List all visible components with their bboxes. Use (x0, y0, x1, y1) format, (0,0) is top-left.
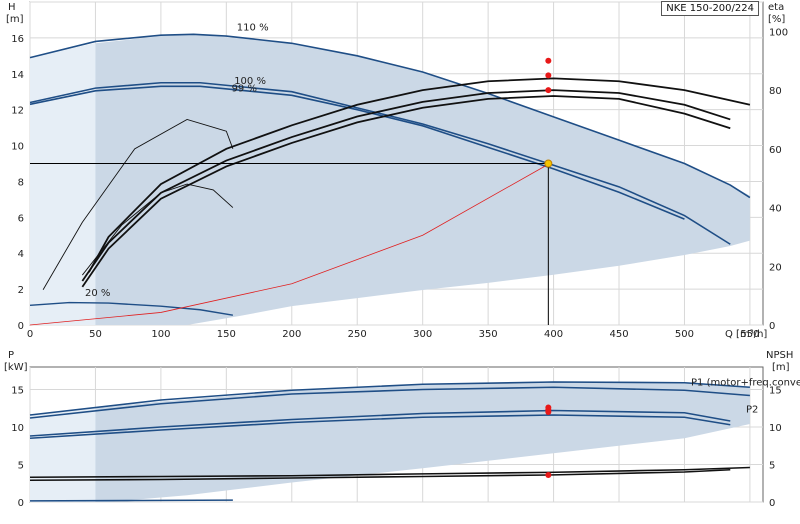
x-tick-label: 350 (479, 329, 498, 340)
x-tick-label: 250 (348, 329, 367, 340)
x-tick-label: 400 (544, 329, 563, 340)
series-line-2 (29, 85, 685, 220)
npsh-axis-unit: [m] (772, 362, 790, 373)
x-tick-label: 300 (413, 329, 432, 340)
p-tick-label: 15 (11, 386, 24, 397)
y-tick-label: 10 (11, 142, 24, 153)
x-tick-label: 200 (282, 329, 301, 340)
x-tick-label: 50 (89, 329, 102, 340)
power-series-label-0: P1 (motor+freq.converter) (691, 377, 800, 388)
x-tick-label: 500 (675, 329, 694, 340)
series-line-4 (81, 89, 731, 282)
x-tick-label: 100 (151, 329, 170, 340)
power-series-line-3 (29, 414, 731, 440)
power-series-line-5 (29, 468, 731, 482)
eta-duty-marker-0 (545, 87, 552, 94)
p-axis-label: P (8, 350, 14, 361)
x-tick-label: 0 (27, 329, 33, 340)
series-line-3 (29, 301, 233, 316)
y-tick-label: 14 (11, 70, 24, 81)
y2-axis-unit: [%] (768, 14, 785, 25)
y2-tick-label: 100 (769, 27, 788, 38)
npsh-duty-marker (545, 472, 552, 478)
power-series-line-2 (29, 409, 731, 437)
x-tick-label: 450 (609, 329, 628, 340)
power-series-line-1 (29, 386, 750, 419)
npsh-tick-label: 0 (769, 498, 775, 509)
y-tick-label: 12 (11, 106, 24, 117)
power-series-line-4 (29, 466, 750, 479)
duty-point-marker (544, 159, 553, 168)
y2-tick-label: 0 (769, 321, 775, 332)
power-series-line-0 (29, 381, 750, 416)
y-tick-label: 16 (11, 34, 24, 45)
npsh-tick-label: 5 (769, 461, 775, 472)
power-duty-marker-2 (545, 404, 552, 411)
x-tick-label: 150 (217, 329, 236, 340)
y-tick-label: 6 (18, 213, 24, 224)
operating-range-band (30, 34, 750, 326)
series-line-6 (88, 77, 751, 273)
y2-tick-label: 60 (769, 145, 782, 156)
series-label-2: 99 % (232, 84, 257, 95)
series-label-1: 100 % (234, 76, 266, 87)
eta-duty-marker-2 (545, 57, 552, 64)
npsh-axis-label: NPSH (766, 350, 793, 361)
y-tick-label: 0 (18, 321, 24, 332)
series-line-8 (82, 183, 234, 276)
x-tick-label: 550 (740, 329, 759, 340)
series-line-5 (81, 95, 731, 288)
series-line-0 (29, 33, 751, 199)
y2-tick-label: 40 (769, 204, 782, 215)
min-flow-band (30, 43, 96, 326)
p-tick-label: 0 (18, 498, 24, 509)
power-min-flow-band (30, 406, 96, 502)
npsh-tick-label: 10 (769, 423, 782, 434)
npsh-tick-label: 15 (769, 386, 782, 397)
series-label-3: 20 % (85, 288, 110, 299)
p-tick-label: 5 (18, 461, 24, 472)
y-tick-label: 4 (18, 249, 24, 260)
p-tick-label: 10 (11, 423, 24, 434)
series-label-0: 110 % (237, 22, 269, 33)
y-tick-label: 8 (18, 177, 24, 188)
y-tick-label: 2 (18, 285, 24, 296)
y-axis-unit: [m] (6, 14, 24, 25)
y2-tick-label: 80 (769, 86, 782, 97)
series-line-9 (29, 163, 549, 326)
y2-tick-label: 20 (769, 262, 782, 273)
chart-title: NKE 150-200/224 (661, 1, 759, 16)
power-series-label-1: P2 (746, 404, 758, 415)
y-axis-label: H (8, 2, 16, 13)
power-series-line-6 (29, 499, 233, 502)
eta-duty-marker-1 (545, 72, 552, 79)
series-line-7 (42, 118, 234, 290)
y2-axis-label: eta (768, 2, 784, 13)
p-axis-unit: [kW] (4, 362, 28, 373)
x-axis-label: Q [m³/h] (725, 329, 767, 340)
